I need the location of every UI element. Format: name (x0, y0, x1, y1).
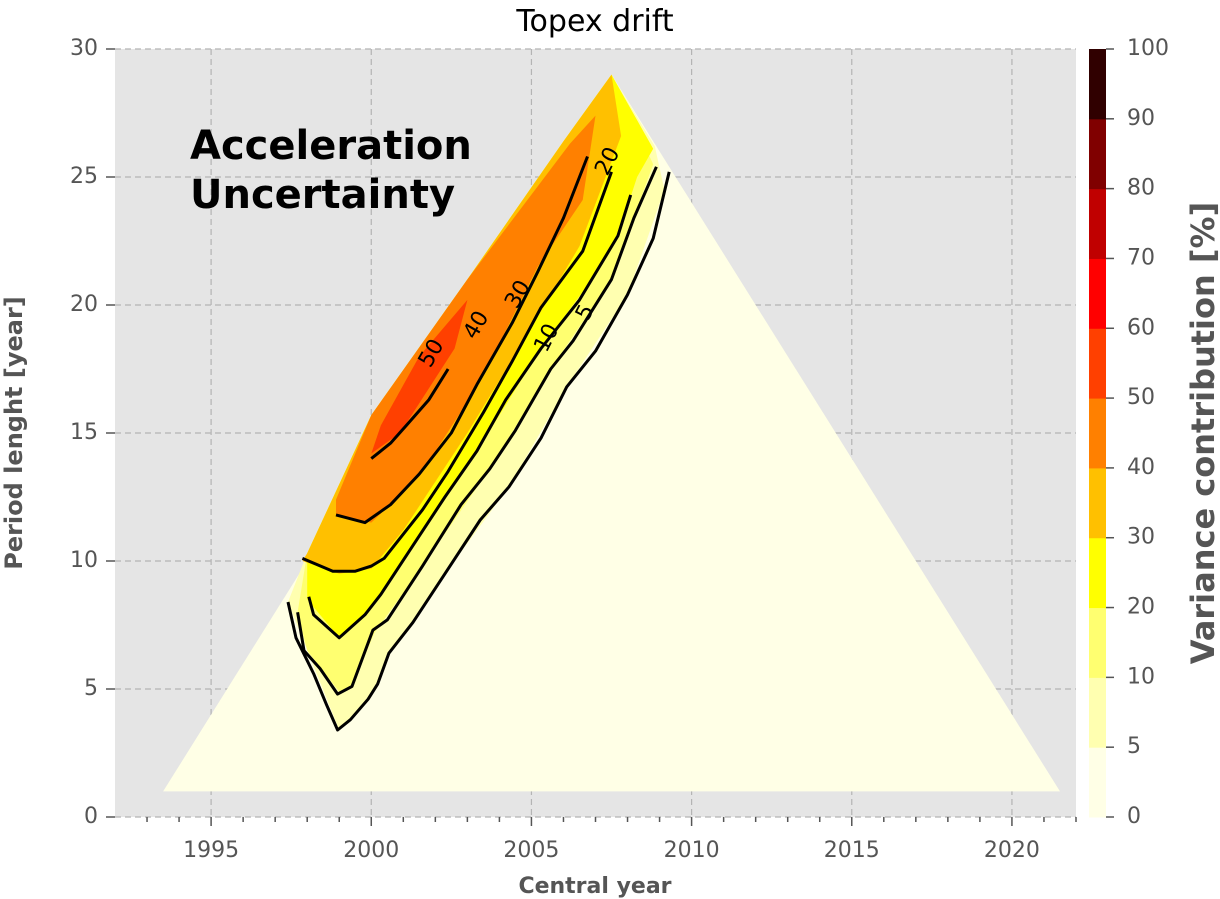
colorbar-segment-10 (1089, 607, 1106, 678)
y-tick-label: 25 (70, 164, 98, 189)
colorbar-tick-label: 0 (1127, 804, 1141, 829)
chart-title: Topex drift (515, 4, 674, 39)
y-axis-title: Period lenght [year] (0, 296, 28, 570)
colorbar-tick-label: 70 (1127, 245, 1155, 270)
colorbar-segment-40 (1089, 398, 1106, 469)
y-tick-label: 15 (70, 420, 98, 445)
colorbar-segment-80 (1089, 118, 1106, 190)
y-tick-label: 0 (84, 804, 98, 829)
annotation-line-1: Acceleration (190, 123, 472, 169)
colorbar-tick-label: 100 (1127, 36, 1169, 61)
colorbar-title: Variance contribution [%] (1184, 202, 1220, 665)
y-tick-label: 30 (70, 36, 98, 61)
contour-line-20 (307, 194, 633, 640)
colorbar-segment-60 (1089, 258, 1106, 329)
colorbar-segment-0 (1089, 747, 1106, 818)
colorbar-tick-label: 10 (1127, 664, 1155, 689)
annotation-line-2: Uncertainty (190, 172, 455, 218)
colorbar-tick-label: 5 (1127, 734, 1141, 759)
x-tick-label: 2000 (343, 838, 399, 863)
colorbar-segment-70 (1089, 188, 1106, 259)
colorbar-tick-label: 20 (1127, 595, 1155, 620)
x-axis-ticks: 1995 2000 2005 2010 2015 2020 (146, 817, 1077, 863)
colorbar-segment-90 (1089, 49, 1106, 120)
x-axis-title: Central year (518, 874, 671, 899)
colorbar-tick-label: 90 (1127, 106, 1155, 131)
y-tick-label: 10 (70, 548, 98, 573)
y-tick-label: 20 (70, 292, 98, 317)
colorbar: 0 5 10 20 30 40 50 60 70 80 90 100 (1089, 36, 1169, 829)
x-tick-label: 1995 (183, 838, 239, 863)
contour-line-30 (301, 171, 613, 573)
colorbar-segment-50 (1089, 328, 1106, 399)
x-tick-label: 2020 (984, 838, 1040, 863)
colorbar-tick-label: 30 (1127, 525, 1155, 550)
y-tick-label: 5 (84, 676, 98, 701)
contour-line-5 (286, 171, 671, 732)
contour-line-50 (370, 368, 450, 460)
x-tick-label: 2005 (503, 838, 559, 863)
colorbar-tick-label: 50 (1127, 385, 1155, 410)
x-tick-label: 2015 (824, 838, 880, 863)
contour-lines (286, 155, 671, 732)
contour-line-10 (296, 166, 658, 696)
colorbar-tick-label: 40 (1127, 455, 1155, 480)
colorbar-segment-30 (1089, 467, 1106, 539)
x-tick-label: 2010 (664, 838, 720, 863)
y-axis-ticks: 0 5 10 15 20 25 30 (70, 36, 115, 829)
filled-region-50 (371, 299, 468, 454)
colorbar-tick-label: 60 (1127, 315, 1155, 340)
contour-line-40 (335, 155, 589, 525)
colorbar-segment-20 (1089, 537, 1106, 609)
colorbar-tick-label: 80 (1127, 176, 1155, 201)
colorbar-segment-5 (1089, 677, 1106, 748)
